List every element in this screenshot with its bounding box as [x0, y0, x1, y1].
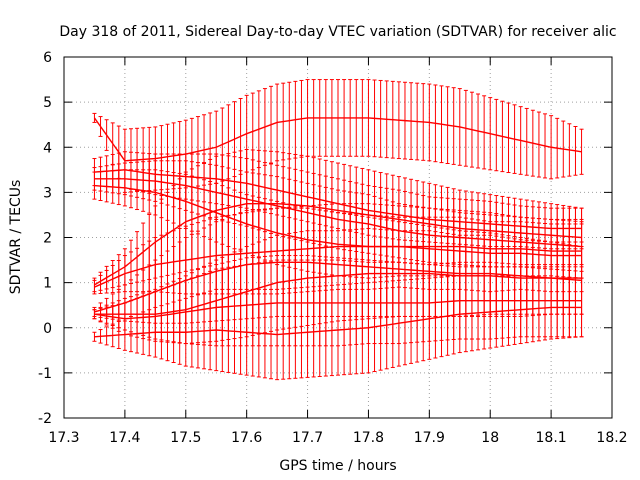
- y-tick-label: -1: [38, 366, 52, 382]
- y-tick-label: 3: [43, 185, 52, 201]
- y-tick-label: 6: [43, 50, 52, 66]
- plot-area: [92, 79, 584, 381]
- x-tick-label: 18.1: [536, 430, 567, 446]
- series-sat-a: [92, 79, 584, 193]
- x-axis-label: GPS time / hours: [279, 458, 396, 474]
- x-tick-label: 18: [481, 430, 499, 446]
- y-tick-label: -2: [38, 411, 52, 427]
- y-tick-label: 5: [43, 95, 52, 111]
- y-tick-label: 0: [43, 321, 52, 337]
- x-tick-label: 17.8: [353, 430, 384, 446]
- axis-ticks: 17.3 17.4 17.5 17.6 17.7 17.8 17.9 18 18.1 18.2 -2…: [38, 50, 628, 446]
- x-tick-label: 17.3: [48, 430, 79, 446]
- x-tick-label: 17.7: [292, 430, 323, 446]
- chart-title: Day 318 of 2011, Sidereal Day-to-day VTE…: [59, 24, 616, 40]
- y-tick-label: 2: [43, 231, 52, 247]
- x-tick-label: 18.2: [596, 430, 627, 446]
- series-line: [94, 306, 582, 338]
- x-tick-label: 17.6: [231, 430, 262, 446]
- x-tick-label: 17.4: [109, 430, 140, 446]
- y-axis-label: SDTVAR / TECUs: [8, 180, 24, 295]
- y-tick-label: 1: [43, 276, 52, 292]
- x-tick-label: 17.5: [170, 430, 201, 446]
- y-tick-label: 4: [43, 140, 52, 156]
- series-line: [93, 117, 582, 162]
- x-tick-label: 17.9: [414, 430, 445, 446]
- series-sat-j: [92, 275, 584, 381]
